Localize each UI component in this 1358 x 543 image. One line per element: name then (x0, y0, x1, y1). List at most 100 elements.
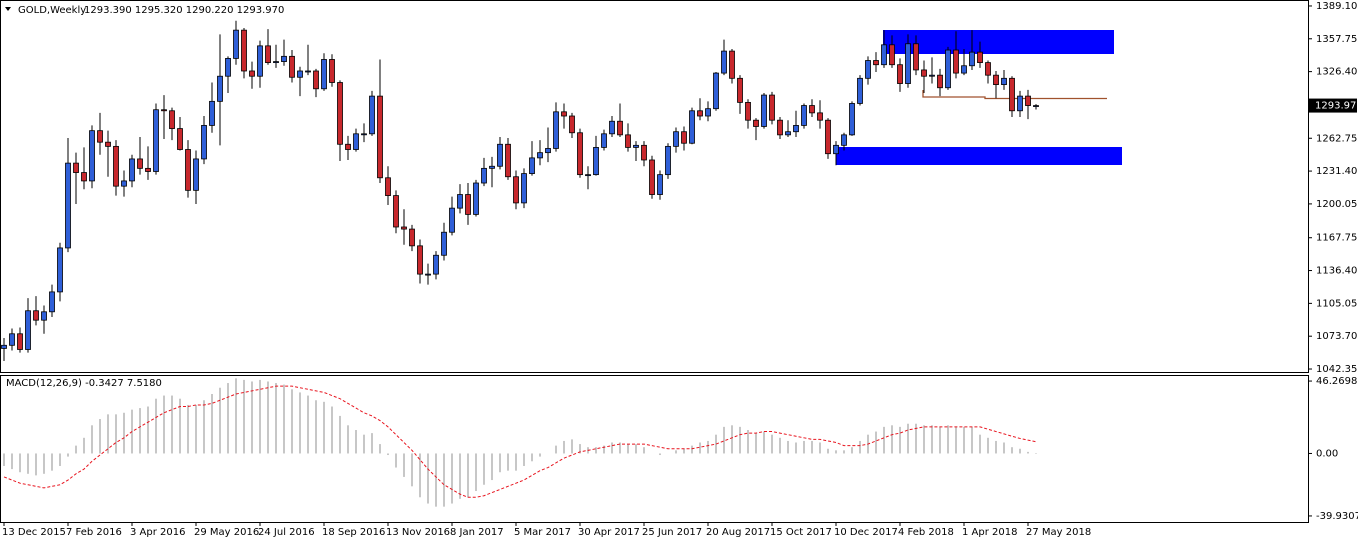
supply-zone (883, 30, 1114, 54)
candle-body (89, 130, 95, 182)
candle-body (905, 43, 911, 84)
candle-body (409, 228, 415, 247)
candle-body (873, 60, 879, 66)
candle-body (977, 51, 983, 64)
candle-body (761, 94, 767, 127)
candle-body (105, 141, 111, 147)
x-tick-label: 10 Dec 2017 (834, 527, 898, 538)
candle-body (993, 74, 999, 85)
candle-body (353, 133, 359, 150)
candle-body (753, 119, 759, 127)
current-price-box (1309, 98, 1357, 113)
candle-body (721, 50, 727, 74)
candle-body (73, 162, 79, 173)
ohlc-readout: 1293.390 1295.320 1290.220 1293.970 (84, 5, 284, 16)
candle-body (497, 143, 503, 167)
candle-body (521, 173, 527, 204)
macd-title: MACD(12,26,9) -0.3427 7.5180 (6, 378, 162, 389)
candle-body (209, 100, 215, 126)
candle-body (825, 119, 831, 155)
candle-body (1, 344, 7, 349)
x-tick-label: 1 Apr 2018 (962, 527, 1017, 538)
x-tick-label: 8 Jan 2017 (450, 527, 504, 538)
candle-body (25, 310, 31, 350)
candle-body (257, 45, 263, 77)
x-tick-label: 15 Oct 2017 (770, 527, 832, 538)
candle-body (657, 174, 663, 195)
candle-body (897, 64, 903, 84)
candle-body (817, 112, 823, 121)
candle-body (529, 157, 535, 174)
y-tick-label: 1262.750 (1316, 133, 1358, 144)
candle-body (945, 49, 951, 89)
candle-body (313, 70, 319, 90)
candle-body (1033, 105, 1039, 107)
candle-body (561, 111, 567, 117)
y-tick-label: 1357.750 (1316, 34, 1358, 45)
candle-body (1009, 77, 1015, 112)
candle-body (793, 125, 799, 133)
candle-body (953, 49, 959, 74)
candle-body (337, 82, 343, 145)
y-tick-label: 1389.100 (1316, 1, 1358, 12)
candle-body (41, 311, 47, 321)
candle-body (553, 111, 559, 149)
current-price-label: 1293.970 (1315, 101, 1358, 112)
candle-body (457, 194, 463, 209)
x-tick-label: 30 Apr 2017 (578, 527, 640, 538)
x-tick-label: 27 May 2018 (1026, 527, 1091, 538)
candle-body (377, 95, 383, 179)
x-tick-label: 13 Nov 2016 (386, 527, 450, 538)
candle-body (633, 144, 639, 148)
macd-panel-frame (0, 375, 1309, 523)
x-tick-label: 24 Jul 2016 (258, 527, 315, 538)
candle-body (665, 145, 671, 176)
y-tick-label: 1042.350 (1316, 364, 1358, 375)
y-tick-label: 1136.400 (1316, 266, 1358, 277)
x-tick-label: 5 Mar 2017 (514, 527, 571, 538)
candle-body (153, 109, 159, 172)
candle-body (601, 133, 607, 148)
candle-body (649, 159, 655, 195)
chart-title: GOLD,Weekly (18, 5, 86, 16)
candle-body (801, 105, 807, 126)
candle-body (961, 65, 967, 74)
candle-body (321, 59, 327, 90)
candle-body (489, 165, 495, 169)
candle-body (217, 75, 223, 102)
y-tick-label: 46.2698 (1316, 376, 1357, 387)
candle-body (65, 162, 71, 249)
candle-body (233, 29, 239, 59)
x-tick-label: 18 Sep 2016 (322, 527, 385, 538)
candle-body (617, 120, 623, 136)
candle-body (33, 310, 39, 321)
x-tick-label: 29 May 2016 (194, 527, 259, 538)
candle-body (985, 62, 991, 76)
candle-body (481, 167, 487, 184)
candle-body (641, 144, 647, 161)
y-tick-label: 1167.750 (1316, 233, 1358, 244)
candle-body (473, 182, 479, 215)
candle-body (193, 158, 199, 191)
candle-body (585, 174, 591, 177)
candle-body (137, 158, 143, 169)
candle-body (593, 147, 599, 176)
x-tick-label: 7 Feb 2016 (66, 527, 122, 538)
candle-body (185, 149, 191, 191)
candle-body (809, 105, 815, 114)
y-tick-label: 0.00 (1316, 448, 1338, 459)
candle-body (169, 110, 175, 129)
candle-body (1025, 95, 1031, 106)
candle-body (625, 134, 631, 148)
candle-body (929, 74, 935, 77)
x-tick-label: 20 Aug 2017 (706, 527, 770, 538)
candle-body (441, 231, 447, 256)
candle-body (265, 45, 271, 64)
candle-body (417, 245, 423, 275)
candle-body (913, 43, 919, 71)
candle-body (329, 59, 335, 83)
candle-body (689, 110, 695, 144)
x-tick-label: 3 Apr 2016 (130, 527, 185, 538)
candle-body (345, 143, 351, 150)
